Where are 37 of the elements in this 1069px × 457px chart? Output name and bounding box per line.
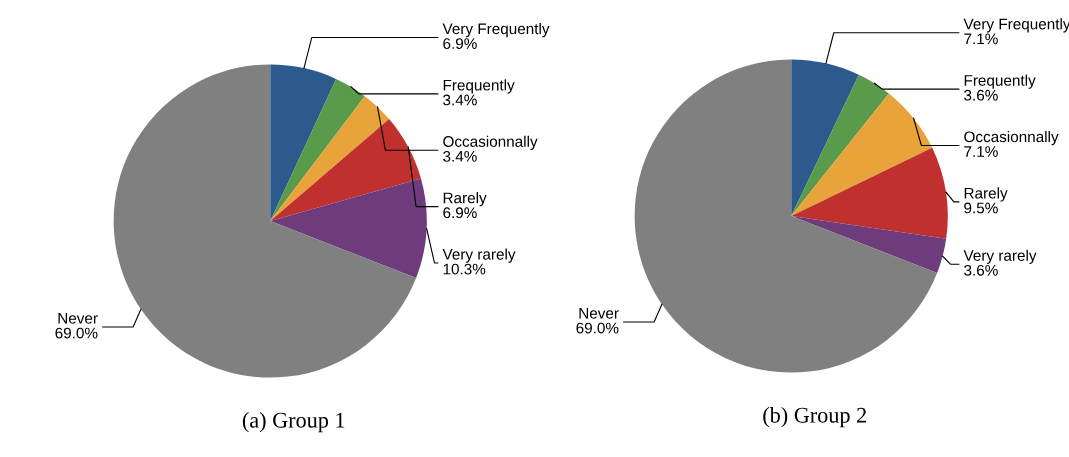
data-label: 3.6% <box>964 264 998 276</box>
text: (b) Group 2 <box>763 407 866 428</box>
pie-slice <box>791 74 889 216</box>
slice-label: Rarely <box>964 187 1008 202</box>
data-label: 3.4% <box>443 94 477 106</box>
slice-label: Never <box>579 308 619 319</box>
pie-slice <box>270 64 337 221</box>
pie-slice <box>791 59 859 216</box>
pie-slice <box>634 59 938 373</box>
pie-slice <box>270 78 365 221</box>
data-label: 7.1% <box>964 146 998 157</box>
pie-slice <box>113 64 417 378</box>
pie-slice <box>270 178 427 279</box>
data-label: 6.9% <box>443 38 477 49</box>
pie-slice <box>270 119 421 221</box>
slice-label: Very rarely <box>442 248 516 263</box>
data-label: 3.6% <box>964 89 998 101</box>
slice-label: Very Frequently <box>442 22 550 38</box>
data-label: 7.1% <box>964 33 998 45</box>
pie-slice <box>270 96 390 221</box>
data-label: 69.0% <box>576 322 619 334</box>
slice-label: Frequently <box>443 79 515 94</box>
slice-label: Never <box>58 313 98 324</box>
pie-slice <box>791 216 947 274</box>
data-label: 9.5% <box>964 202 998 214</box>
pie-slice <box>791 147 948 239</box>
text: (a) Group 1 <box>242 412 345 433</box>
data-label: 6.9% <box>443 207 477 219</box>
pie-slice <box>791 93 933 216</box>
slice-label: Rarely <box>443 192 487 207</box>
slice-label: Occasionnally <box>443 135 538 150</box>
slice-label: Frequently <box>964 74 1036 89</box>
slice-label: Very rarely <box>963 249 1037 264</box>
slice-label: Occasionnally <box>964 130 1059 146</box>
data-label: 3.4% <box>443 150 477 162</box>
data-label: 10.3% <box>443 263 486 275</box>
data-label: 69.0% <box>55 327 98 339</box>
